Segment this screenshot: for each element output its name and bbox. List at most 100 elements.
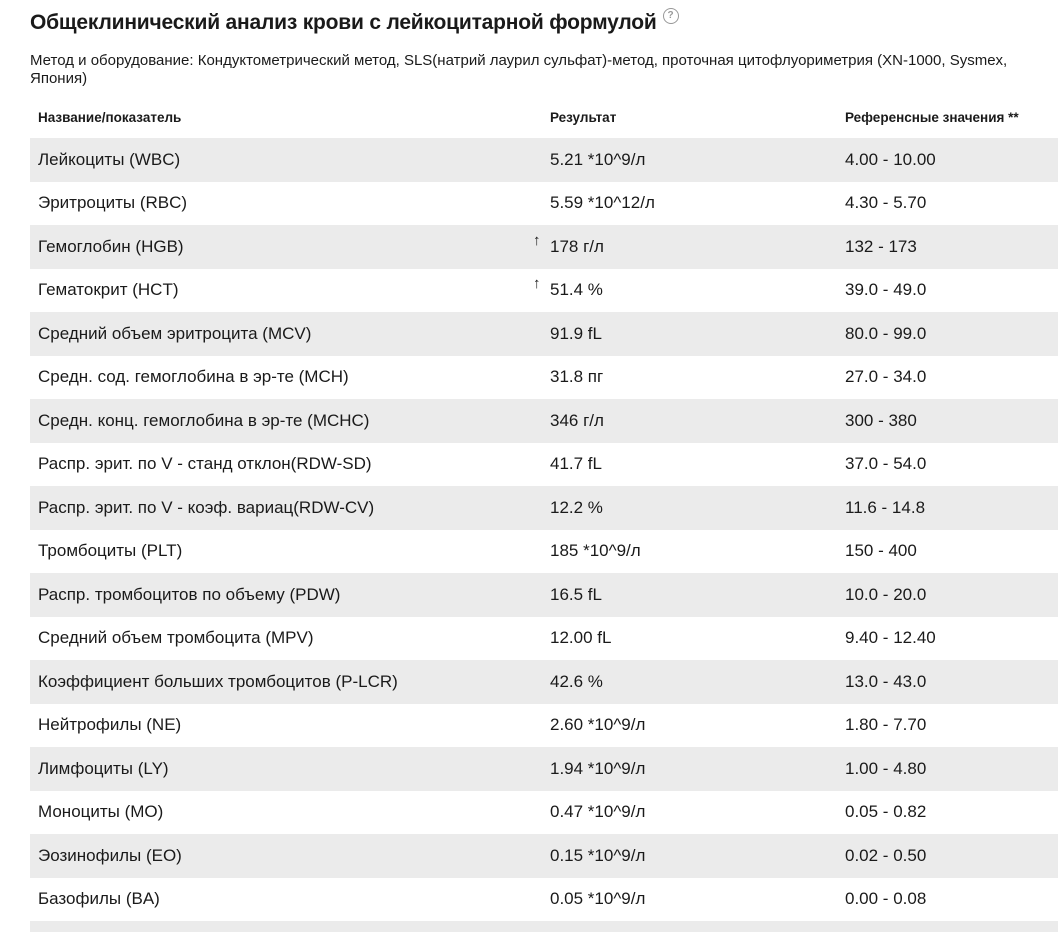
- parameter-name: Средн. конц. гемоглобина в эр-те (MCHC): [38, 410, 370, 430]
- table-row: Моноциты (MO) 0.47 *10^9/л 0.05 - 0.82: [30, 791, 1058, 835]
- method-line: Метод и оборудование: Кондуктометрически…: [30, 52, 1008, 87]
- result-value: 5.21 *10^9/л: [550, 149, 646, 169]
- results-table-body: Лейкоциты (WBC) 5.21 *10^9/л 4.00 - 10.00 Э…: [30, 138, 1058, 921]
- column-header-name: Название/показатель: [38, 110, 182, 125]
- result-value: 0.05 *10^9/л: [550, 889, 646, 909]
- result-cell: 12.00 fL: [550, 628, 845, 648]
- high-value-arrow-icon: ↑: [533, 275, 541, 293]
- result-value: 0.15 *10^9/л: [550, 845, 646, 865]
- result-cell: 2.60 *10^9/л: [550, 715, 845, 735]
- table-row-partial: [30, 921, 1058, 932]
- table-header: Название/показатель Результат Референсны…: [30, 110, 1058, 138]
- parameter-name: Базофилы (BA): [38, 889, 160, 909]
- reference-range: 11.6 - 14.8: [845, 497, 926, 517]
- parameter-name: Коэффициент больших тромбоцитов (P-LCR): [38, 671, 398, 691]
- table-row: Гемоглобин (HGB) 178 г/л ↑ 132 - 173: [30, 225, 1058, 269]
- parameter-name: Средний объем эритроцита (MCV): [38, 323, 312, 343]
- parameter-name: Тромбоциты (PLT): [38, 541, 183, 561]
- parameter-name: Гематокрит (HCT): [38, 280, 179, 300]
- result-cell: 42.6 %: [550, 672, 845, 692]
- parameter-name: Нейтрофилы (NE): [38, 715, 182, 735]
- column-header-reference: Референсные значения **: [845, 110, 1019, 125]
- table-row: Средний объем тромбоцита (MPV) 12.00 fL 9.…: [30, 617, 1058, 661]
- result-value: 91.9 fL: [550, 323, 602, 343]
- parameter-name: Моноциты (MO): [38, 802, 164, 822]
- parameter-name: Средн. сод. гемоглобина в эр-те (MCH): [38, 367, 349, 387]
- table-row: Средн. сод. гемоглобина в эр-те (MCH) 31.…: [30, 356, 1058, 400]
- reference-range: 132 - 173: [845, 236, 917, 256]
- result-cell: 5.21 *10^9/л: [550, 150, 845, 170]
- result-value: 185 *10^9/л: [550, 541, 641, 561]
- reference-range: 1.00 - 4.80: [845, 758, 927, 778]
- table-row: Лимфоциты (LY) 1.94 *10^9/л 1.00 - 4.80: [30, 747, 1058, 791]
- reference-range: 4.00 - 10.00: [845, 149, 936, 169]
- table-row: Тромбоциты (PLT) 185 *10^9/л 150 - 400: [30, 530, 1058, 574]
- table-row: Распр. тромбоцитов по объему (PDW) 16.5 f…: [30, 573, 1058, 617]
- reference-range: 1.80 - 7.70: [845, 715, 927, 735]
- reference-range: 27.0 - 34.0: [845, 367, 927, 387]
- result-value: 16.5 fL: [550, 584, 602, 604]
- result-cell: 91.9 fL: [550, 324, 845, 344]
- table-row: Нейтрофилы (NE) 2.60 *10^9/л 1.80 - 7.70: [30, 704, 1058, 748]
- parameter-name: Гемоглобин (HGB): [38, 236, 184, 256]
- page-title: Общеклинический анализ крови с лейкоцита…: [30, 11, 657, 34]
- result-cell: 1.94 *10^9/л: [550, 759, 845, 779]
- parameter-name: Распр. тромбоцитов по объему (PDW): [38, 584, 341, 604]
- column-header-result: Результат: [550, 110, 617, 125]
- reference-range: 13.0 - 43.0: [845, 671, 927, 691]
- result-value: 31.8 пг: [550, 367, 604, 387]
- table-row: Средний объем эритроцита (MCV) 91.9 fL 80.…: [30, 312, 1058, 356]
- help-icon[interactable]: ?: [662, 8, 679, 24]
- result-cell: 31.8 пг: [550, 367, 845, 387]
- parameter-name: Лимфоциты (LY): [38, 758, 169, 778]
- reference-range: 0.02 - 0.50: [845, 845, 927, 865]
- table-row: Распр. эрит. по V - коэф. вариац(RDW-CV)…: [30, 486, 1058, 530]
- result-value: 5.59 *10^12/л: [550, 193, 655, 213]
- table-row: Эритроциты (RBC) 5.59 *10^12/л 4.30 - 5.70: [30, 182, 1058, 226]
- reference-range: 150 - 400: [845, 541, 917, 561]
- high-value-arrow-icon: ↑: [533, 231, 541, 249]
- result-value: 0.47 *10^9/л: [550, 802, 646, 822]
- result-value: 12.2 %: [550, 497, 603, 517]
- result-value: 2.60 *10^9/л: [550, 715, 646, 735]
- table-row: Гематокрит (HCT) 51.4 % ↑ 39.0 - 49.0: [30, 269, 1058, 313]
- table-row: Эозинофилы (EO) 0.15 *10^9/л 0.02 - 0.50: [30, 834, 1058, 878]
- result-cell: 178 г/л ↑: [533, 232, 845, 257]
- result-cell: 0.15 *10^9/л: [550, 846, 845, 866]
- reference-range: 300 - 380: [845, 410, 917, 430]
- result-cell: 185 *10^9/л: [550, 541, 845, 561]
- result-value: 51.4 % ↑: [533, 275, 603, 300]
- result-value: 346 г/л: [550, 410, 604, 430]
- table-row: Коэффициент больших тромбоцитов (P-LCR) 4…: [30, 660, 1058, 704]
- result-cell: 16.5 fL: [550, 585, 845, 605]
- result-value: 12.00 fL: [550, 628, 612, 648]
- result-value: 42.6 %: [550, 671, 603, 691]
- reference-range: 37.0 - 54.0: [845, 454, 927, 474]
- reference-range: 4.30 - 5.70: [845, 193, 927, 213]
- parameter-name: Распр. эрит. по V - станд отклон(RDW-SD): [38, 454, 372, 474]
- title-row: Общеклинический анализ крови с лейкоцита…: [30, 8, 1058, 36]
- result-cell: 51.4 % ↑: [533, 275, 845, 300]
- table-row: Базофилы (BA) 0.05 *10^9/л 0.00 - 0.08: [30, 878, 1058, 922]
- table-row: Средн. конц. гемоглобина в эр-те (MCHC) 3…: [30, 399, 1058, 443]
- reference-range: 0.00 - 0.08: [845, 889, 927, 909]
- table-row: Лейкоциты (WBC) 5.21 *10^9/л 4.00 - 10.00: [30, 138, 1058, 182]
- result-cell: 0.47 *10^9/л: [550, 802, 845, 822]
- parameter-name: Распр. эрит. по V - коэф. вариац(RDW-CV): [38, 497, 375, 517]
- reference-range: 9.40 - 12.40: [845, 628, 936, 648]
- result-cell: 12.2 %: [550, 498, 845, 518]
- parameter-name: Лейкоциты (WBC): [38, 149, 181, 169]
- reference-range: 10.0 - 20.0: [845, 584, 927, 604]
- table-row: Распр. эрит. по V - станд отклон(RDW-SD)…: [30, 443, 1058, 487]
- reference-range: 80.0 - 99.0: [845, 323, 927, 343]
- parameter-name: Эритроциты (RBC): [38, 193, 188, 213]
- result-cell: 41.7 fL: [550, 454, 845, 474]
- result-value: 1.94 *10^9/л: [550, 758, 646, 778]
- reference-range: 39.0 - 49.0: [845, 280, 927, 300]
- result-cell: 346 г/л: [550, 411, 845, 431]
- result-cell: 5.59 *10^12/л: [550, 193, 845, 213]
- result-value: 41.7 fL: [550, 454, 602, 474]
- result-cell: 0.05 *10^9/л: [550, 889, 845, 909]
- parameter-name: Эозинофилы (EO): [38, 845, 182, 865]
